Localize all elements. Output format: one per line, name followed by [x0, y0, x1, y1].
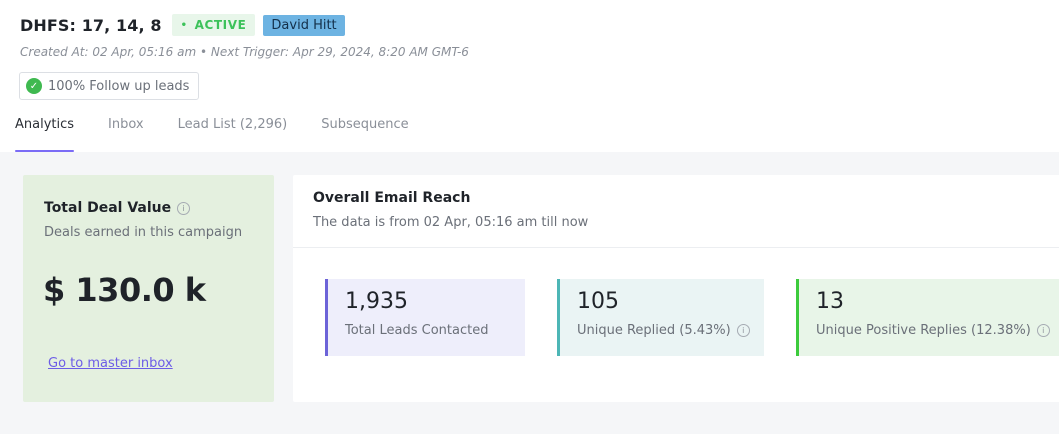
stat-label-text: Total Leads Contacted: [345, 323, 489, 338]
deal-subtitle: Deals earned in this campaign: [44, 225, 243, 240]
tab-lead-list[interactable]: Lead List (2,296): [177, 117, 288, 132]
follow-up-label: 100% Follow up leads: [48, 78, 190, 94]
stat-unique-replied: 105 Unique Replied (5.43%) i: [557, 279, 764, 356]
status-label: ACTIVE: [194, 18, 247, 32]
deal-value: $ 130.0 k: [43, 271, 206, 309]
tab-subsequence[interactable]: Subsequence: [321, 117, 409, 132]
info-icon[interactable]: i: [177, 201, 191, 215]
stat-value: 105: [577, 289, 619, 314]
status-dot-icon: •: [180, 19, 188, 31]
email-reach-card: Overall Email Reach The data is from 02 …: [293, 175, 1059, 402]
stat-label-text: Unique Positive Replies (12.38%): [816, 323, 1031, 338]
tab-analytics[interactable]: Analytics: [15, 117, 75, 152]
check-circle-icon: ✓: [26, 78, 42, 94]
campaign-meta: Created At: 02 Apr, 05:16 am • Next Trig…: [20, 45, 469, 59]
stat-leads-contacted: 1,935 Total Leads Contacted: [325, 279, 525, 356]
stat-label: Unique Positive Replies (12.38%) i: [816, 323, 1050, 338]
reach-title: Overall Email Reach: [313, 190, 471, 206]
follow-up-chip[interactable]: ✓ 100% Follow up leads: [19, 72, 200, 100]
stat-value: 1,935: [345, 289, 408, 314]
deal-value-card: Total Deal Value i Deals earned in this …: [23, 175, 274, 402]
deal-title: Total Deal Value: [44, 200, 172, 216]
tab-inbox[interactable]: Inbox: [108, 117, 144, 132]
reach-subtitle: The data is from 02 Apr, 05:16 am till n…: [313, 215, 589, 230]
status-badge: • ACTIVE: [171, 14, 256, 36]
info-icon[interactable]: i: [1036, 324, 1050, 337]
deal-title-row: Total Deal Value i: [44, 200, 191, 216]
divider: [293, 247, 1059, 248]
campaign-header: DHFS: 17, 14, 8 • ACTIVE David Hitt Crea…: [0, 0, 1059, 152]
tab-bar: Analytics Inbox Lead List (2,296) Subseq…: [15, 117, 443, 152]
stat-label-text: Unique Replied (5.43%): [577, 323, 731, 338]
title-row: DHFS: 17, 14, 8 • ACTIVE David Hitt: [20, 14, 345, 36]
stat-value: 13: [816, 289, 844, 314]
master-inbox-link[interactable]: Go to master inbox: [48, 356, 173, 371]
stat-label: Total Leads Contacted: [345, 323, 488, 338]
stat-label: Unique Replied (5.43%) i: [577, 323, 750, 338]
stat-positive-replies: 13 Unique Positive Replies (12.38%) i: [796, 279, 1059, 356]
campaign-title: DHFS: 17, 14, 8: [20, 15, 162, 35]
owner-badge[interactable]: David Hitt: [263, 14, 345, 36]
info-icon[interactable]: i: [736, 324, 750, 337]
